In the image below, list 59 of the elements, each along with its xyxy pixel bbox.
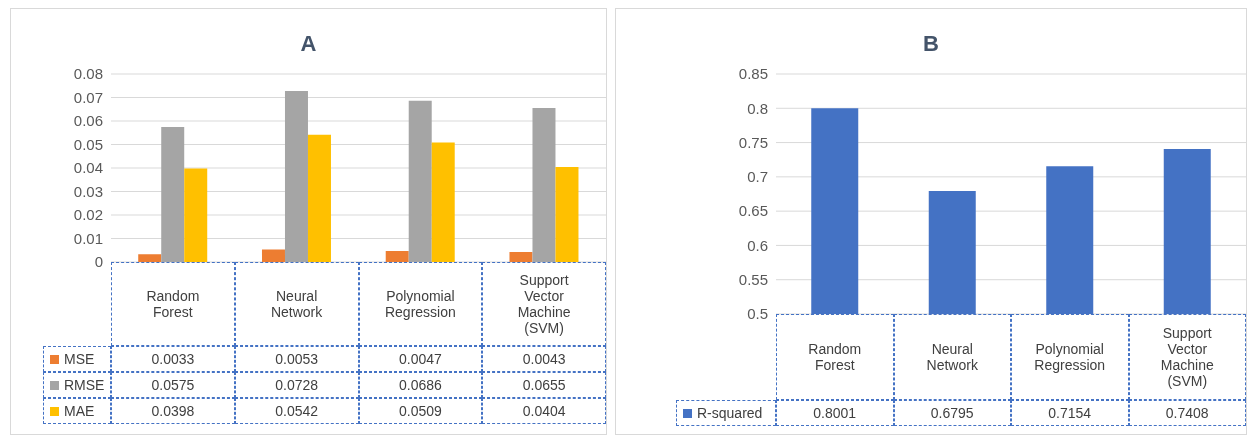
data-label: 0.0509: [358, 398, 483, 424]
y-tick-label: 0.03: [73, 182, 103, 200]
bar: [284, 90, 308, 262]
data-label: 0.0655: [482, 372, 606, 398]
y-tick-label: 0.07: [73, 88, 103, 106]
x-tick-label: Support Vector Machine (SVM): [482, 262, 606, 346]
data-label: 0.0398: [111, 398, 235, 424]
data-label: 0.0728: [234, 372, 359, 398]
data-label: 0.0542: [234, 398, 359, 424]
x-tick-label: Neural Network: [893, 314, 1011, 400]
legend-label: MSE: [64, 351, 95, 367]
data-label: 0.0053: [234, 346, 359, 372]
y-tick-label: 0.5: [747, 305, 768, 323]
chart-title: A: [299, 30, 318, 58]
bar: [307, 134, 331, 262]
y-tick-label: 0.55: [738, 271, 768, 289]
y-tick-label: 0.7: [747, 168, 768, 186]
bar: [408, 100, 432, 262]
legend-label: RMSE: [64, 377, 105, 393]
data-label: 0.0047: [358, 346, 483, 372]
bar: [509, 251, 533, 262]
y-tick-label: 0.85: [738, 65, 768, 83]
y-tick-label: 0.08: [73, 65, 103, 83]
x-tick-label: Random Forest: [776, 314, 894, 400]
bar: [261, 249, 285, 262]
data-label: 0.0033: [111, 346, 235, 372]
bar: [161, 126, 185, 262]
bar: [532, 108, 556, 262]
data-label: 0.7154: [1011, 400, 1129, 426]
bar: [138, 254, 162, 262]
y-tick-label: 0.05: [73, 135, 103, 153]
x-tick-label: Polynomial Regression: [358, 262, 483, 346]
y-tick-label: 0.06: [73, 112, 103, 130]
data-label: 0.6795: [893, 400, 1011, 426]
data-label: 0.8001: [776, 400, 894, 426]
x-tick-label: Neural Network: [234, 262, 359, 346]
legend-label: MAE: [64, 403, 95, 419]
data-label: 0.0404: [482, 398, 606, 424]
y-tick-label: 0.02: [73, 206, 103, 224]
bar: [385, 250, 409, 262]
bar: [555, 167, 579, 262]
x-tick-label: Polynomial Regression: [1011, 314, 1129, 400]
y-tick-label: 0.01: [73, 229, 103, 247]
bar: [184, 168, 208, 262]
data-label: 0.0043: [482, 346, 606, 372]
chart-title: B: [922, 30, 940, 58]
bar: [431, 142, 455, 262]
data-label: 0.0575: [111, 372, 235, 398]
y-tick-label: 0.6: [747, 236, 768, 254]
x-tick-label: Support Vector Machine (SVM): [1128, 314, 1246, 400]
data-label: 0.7408: [1128, 400, 1246, 426]
x-tick-label: Random Forest: [111, 262, 235, 346]
y-tick-label: 0: [94, 253, 103, 271]
y-tick-label: 0.65: [738, 202, 768, 220]
data-label: 0.0686: [358, 372, 483, 398]
y-tick-label: 0.75: [738, 133, 768, 151]
y-tick-label: 0.04: [73, 159, 103, 177]
y-tick-label: 0.8: [747, 99, 768, 117]
legend-label: R-squared: [697, 405, 763, 421]
